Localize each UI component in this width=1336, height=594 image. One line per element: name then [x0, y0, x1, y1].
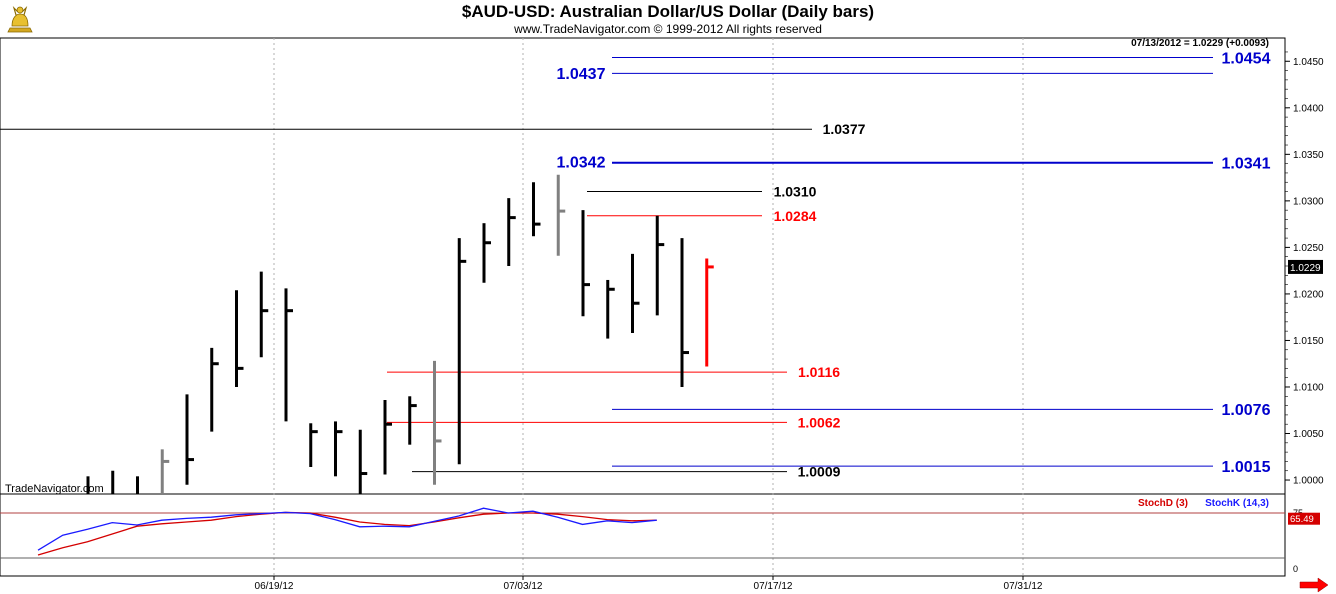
ohlc-bar [680, 238, 689, 387]
price-level-label: 1.0015 [1222, 459, 1271, 476]
stoch-d-legend: StochD (3) [1138, 498, 1188, 509]
ohlc-bar [457, 238, 467, 465]
ohlc-bar [210, 347, 219, 432]
date-axis: 06/19/12 07/03/12 07/17/12 07/31/12 [255, 576, 1043, 592]
x-tick-label: 07/03/12 [504, 581, 543, 592]
stoch-tick-label: 0 [1293, 564, 1298, 574]
ohlc-bar [532, 182, 541, 237]
y-tick-label: 1.0050 [1293, 429, 1324, 440]
ohlc-bar [433, 360, 442, 485]
last-price-label: 1.0229 [1290, 263, 1321, 274]
ohlc-bar [309, 423, 318, 468]
trade-navigator-bull-logo-icon [7, 5, 33, 33]
x-tick-label: 07/31/12 [1004, 581, 1043, 592]
stochastic-series: 75065.49 [0, 507, 1320, 574]
ohlc-bar [705, 258, 714, 367]
y-tick-label: 1.0100 [1293, 382, 1324, 393]
price-bars [86, 174, 714, 494]
ohlc-bar [235, 290, 244, 387]
stoch-k-legend: StochK (14,3) [1205, 498, 1269, 509]
last-quote-text: 07/13/2012 = 1.0229 (+0.0093) [1131, 38, 1269, 49]
price-axis: 1.0000 1.0050 1.0100 1.0150 1.0200 1.0250 1.03… [1285, 51, 1324, 487]
ohlc-bar [259, 271, 269, 358]
stoch-d-line [37, 511, 657, 556]
price-level-label: 1.0342 [557, 155, 606, 172]
y-tick-label: 1.0250 [1293, 243, 1324, 254]
ohlc-bar [482, 223, 491, 283]
price-level-label: 1.0009 [798, 464, 841, 480]
copyright-text: www.TradeNavigator.com © 1999-2012 All r… [514, 22, 822, 36]
last-price-box [1288, 259, 1323, 274]
ohlc-bar [383, 400, 392, 475]
price-level-label: 1.0341 [1222, 155, 1271, 172]
ohlc-bar [334, 421, 343, 477]
stochastic-pane-frame [0, 493, 1286, 577]
price-level-label: 1.0076 [1222, 402, 1271, 419]
ohlc-bar [160, 449, 170, 494]
scroll-right-arrow-icon[interactable] [1299, 577, 1329, 593]
stoch-k-line [37, 507, 657, 551]
ohlc-bar [358, 429, 368, 494]
price-level-label: 1.0062 [798, 414, 841, 430]
price-level-label: 1.0437 [557, 66, 606, 83]
ohlc-bar [507, 198, 516, 266]
y-tick-label: 1.0400 [1293, 103, 1324, 114]
stoch-value-box [1288, 512, 1320, 525]
ohlc-bar [606, 279, 615, 339]
price-level-label: 1.0116 [798, 364, 840, 380]
ohlc-bar [631, 253, 640, 334]
chart-title: $AUD-USD: Australian Dollar/US Dollar (D… [461, 2, 875, 21]
y-tick-label: 1.0450 [1293, 57, 1324, 68]
stoch-value-label: 65.49 [1290, 514, 1314, 525]
y-tick-label: 1.0200 [1293, 289, 1324, 300]
ohlc-bar [284, 288, 293, 422]
price-level-label: 1.0454 [1222, 50, 1271, 67]
price-level-label: 1.0284 [774, 208, 817, 224]
x-tick-label: 07/17/12 [754, 581, 793, 592]
ohlc-bar [556, 174, 566, 256]
x-tick-label: 06/19/12 [255, 581, 294, 592]
ohlc-bar [581, 210, 590, 317]
price-level-label: 1.0310 [774, 184, 817, 200]
ohlc-bar [408, 396, 417, 445]
y-tick-label: 1.0350 [1293, 150, 1324, 161]
y-tick-label: 1.0300 [1293, 196, 1324, 207]
price-levels: 1.0454 1.0437 1.0377 1.0342 1.0341 1.0310 1.02… [0, 50, 1271, 480]
ohlc-bar [185, 394, 194, 485]
price-level-label: 1.0377 [823, 121, 866, 137]
ohlc-bar [655, 215, 665, 316]
y-tick-label: 1.0000 [1293, 476, 1324, 487]
watermark-text: TradeNavigator.com [5, 483, 104, 495]
y-tick-label: 1.0150 [1293, 336, 1324, 347]
